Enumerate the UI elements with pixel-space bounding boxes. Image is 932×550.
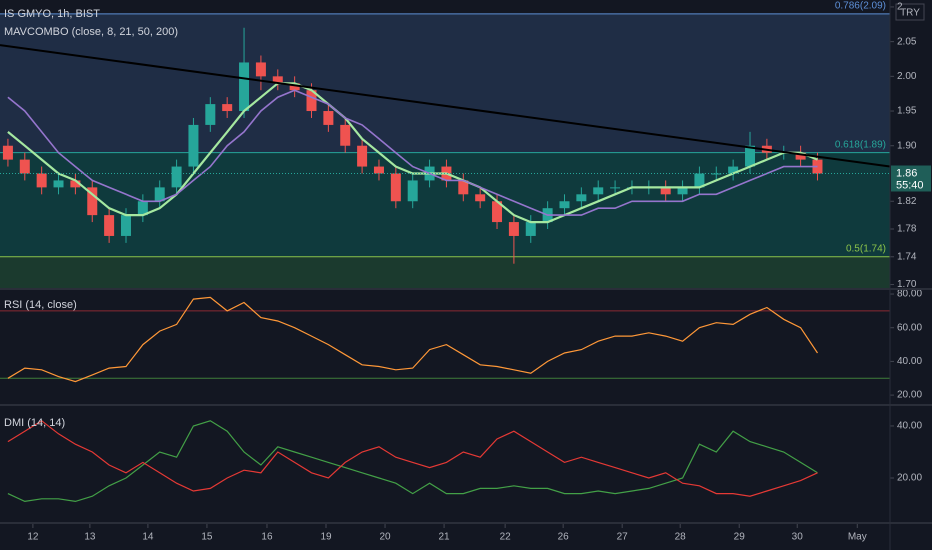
indicator-line (7, 420, 818, 503)
fib-label: 0.5(1.74) (846, 243, 886, 254)
candle-body (188, 124, 199, 167)
x-tick-label: 13 (84, 532, 96, 543)
fib-zone (0, 256, 890, 288)
candle-body (205, 104, 216, 125)
candle-body (576, 194, 587, 202)
candle-body (104, 215, 115, 236)
y-tick-label: 1.78 (897, 224, 917, 235)
y-tick-label: 20.00 (897, 390, 922, 401)
x-tick-label: 28 (675, 532, 687, 543)
y-tick-label: 1.74 (897, 251, 917, 262)
x-tick-label: 27 (617, 532, 629, 543)
candle-body (87, 187, 98, 216)
y-tick-label: 80.00 (897, 289, 922, 300)
countdown: 55:40 (896, 179, 924, 191)
x-tick-label: 16 (261, 532, 273, 543)
y-tick-label: 20.00 (897, 473, 922, 484)
moving-average (7, 89, 818, 216)
y-tick-label: 2 (897, 2, 903, 13)
candle-body (711, 173, 722, 175)
candle-body (154, 187, 165, 202)
candle-body (120, 215, 131, 236)
candle-body (340, 124, 351, 146)
x-tick-label: 26 (558, 532, 570, 543)
last-price: 1.86 (896, 167, 917, 179)
currency: TRY (900, 8, 920, 19)
indicator-line (7, 296, 818, 383)
indicator-label: MAVCOMBO (close, 8, 21, 50, 200) (4, 26, 178, 38)
candle-body (745, 145, 756, 167)
candle-body (407, 180, 418, 202)
x-tick-label: 29 (734, 532, 746, 543)
fib-label: 0.786(2.09) (835, 1, 886, 12)
moving-average (7, 82, 818, 224)
y-tick-label: 60.00 (897, 322, 922, 333)
candle-body (508, 222, 519, 236)
x-tick-label: 15 (201, 532, 213, 543)
y-tick-label: 2.00 (897, 71, 917, 82)
x-tick-label: 20 (379, 532, 391, 543)
candle-body (19, 159, 30, 174)
candle-body (171, 166, 182, 188)
candle-body (53, 180, 64, 188)
chart-title: IS GMYO, 1h, BIST (4, 8, 100, 20)
candle-body (492, 201, 503, 223)
candle-body (795, 152, 806, 160)
candle-body (694, 173, 705, 188)
indicator-title: RSI (14, close) (4, 299, 77, 311)
candle-body (390, 173, 401, 202)
indicator-title: DMI (14, 14) (4, 417, 65, 429)
y-tick-label: 40.00 (897, 356, 922, 367)
candle-body (677, 187, 688, 195)
fib-label: 0.618(1.89) (835, 139, 886, 150)
candle-body (70, 180, 81, 188)
candle-body (610, 187, 621, 189)
candle-body (593, 187, 604, 195)
x-tick-label: 22 (500, 532, 512, 543)
candle-body (357, 145, 368, 167)
y-tick-label: 2.05 (897, 36, 917, 47)
currency-box (895, 3, 925, 21)
candle-body (137, 201, 148, 216)
candle-body (306, 90, 317, 112)
candle-body (2, 145, 13, 160)
indicator-line (7, 420, 818, 497)
candle-body (559, 201, 570, 209)
candle-body (239, 62, 250, 112)
candle-body (458, 180, 469, 195)
x-tick-label: 30 (792, 532, 804, 543)
fib-zone (0, 13, 890, 153)
candle-body (36, 173, 47, 188)
candle-body (373, 166, 384, 174)
y-tick-label: 1.82 (897, 196, 917, 207)
candle-body (255, 62, 266, 77)
candle-body (272, 76, 283, 84)
y-tick-label: 1.70 (897, 279, 917, 290)
candle-body (660, 187, 671, 195)
trendline (0, 44, 891, 168)
candle-body (475, 194, 486, 202)
y-tick-label: 40.00 (897, 421, 922, 432)
candle-body (323, 111, 334, 125)
candle-body (525, 222, 536, 236)
candle-body (289, 83, 300, 91)
x-tick-label: 12 (27, 532, 39, 543)
y-tick-label: 1.95 (897, 106, 917, 117)
candle-body (728, 166, 739, 174)
x-tick-label: 14 (142, 532, 154, 543)
candle-body (222, 104, 233, 112)
last-price-badge (891, 165, 931, 192)
x-tick-label: 21 (439, 532, 451, 543)
x-tick-label: May (848, 532, 867, 543)
x-tick-label: 19 (320, 532, 332, 543)
y-tick-label: 1.90 (897, 140, 917, 151)
